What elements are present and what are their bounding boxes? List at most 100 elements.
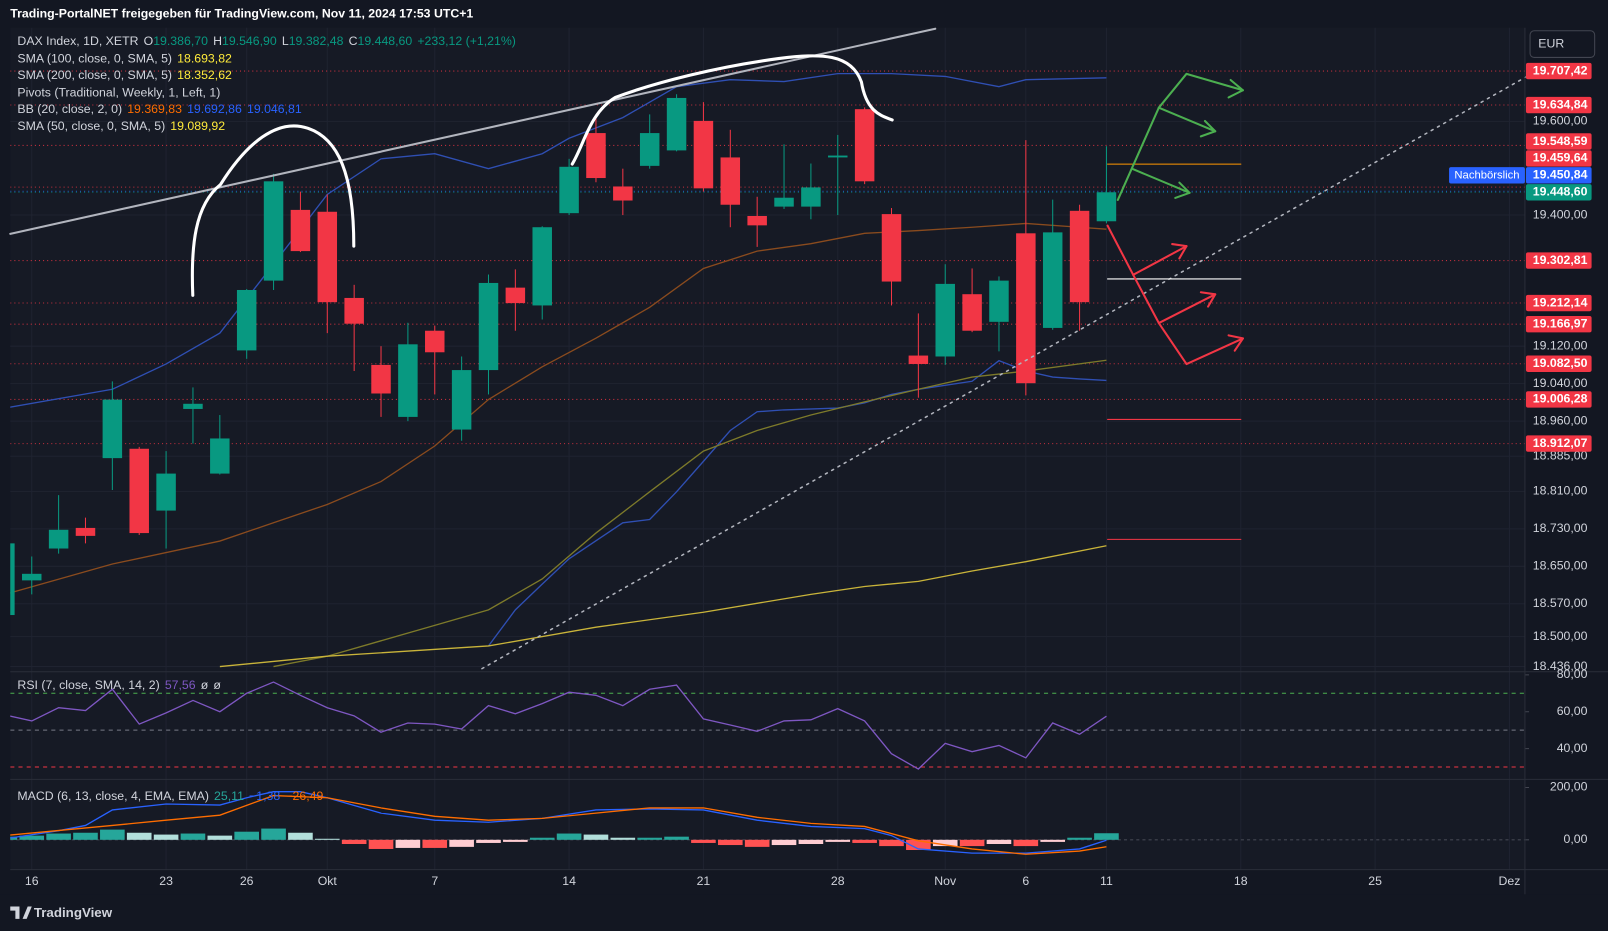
price-label: 19.548,59 <box>1533 134 1588 148</box>
legend-name: SMA (100, close, 0, SMA, 5) <box>17 50 173 66</box>
histogram-bar <box>986 839 1012 844</box>
candle-body <box>129 448 149 534</box>
y-tick-label: 18.960,00 <box>1533 413 1588 427</box>
candle-body <box>935 283 955 357</box>
legend-value: 18.352,62 <box>177 67 232 83</box>
histogram-bar <box>1094 833 1119 840</box>
legend-row: SMA (200, close, 0, SMA, 5) 18.352,62 <box>17 67 521 84</box>
legend-prefix: L <box>281 33 289 49</box>
price-label: 19.450,84 <box>1533 168 1588 182</box>
histogram-bar <box>126 832 152 840</box>
x-tick-label: 26 <box>240 874 254 888</box>
histogram-bar <box>691 839 716 843</box>
histogram-bar <box>583 834 609 840</box>
price-label-box <box>1525 294 1592 312</box>
price-label: 19.707,42 <box>1533 63 1588 77</box>
x-tick-label: Okt <box>318 874 338 888</box>
legend-row: DAX Index, 1D, XETR O19.386,70 H19.546,90 L… <box>17 33 521 50</box>
candle-body <box>10 543 15 616</box>
red-arrows <box>1106 224 1244 366</box>
price-pane <box>10 70 1525 668</box>
y-tick-label: 40,00 <box>1557 741 1588 755</box>
legend-value: −26,49 <box>285 788 324 803</box>
y-tick-label: 18.570,00 <box>1533 596 1588 610</box>
y-tick-label: 200,00 <box>1550 780 1588 794</box>
legend-value: ø <box>213 677 221 693</box>
price-label: 18.912,07 <box>1533 436 1588 450</box>
indicator-line <box>10 222 1107 594</box>
candle-body <box>451 370 472 430</box>
histogram-bar <box>664 836 689 840</box>
legend-row: SMA (100, close, 0, SMA, 5) 18.693,82 <box>17 50 521 67</box>
legend-prefix: C <box>348 33 358 49</box>
footer-bar <box>0 894 1608 931</box>
histogram-bar <box>288 832 313 840</box>
candle-body <box>828 155 848 158</box>
price-label-box <box>1525 133 1592 150</box>
histogram-bar <box>852 839 877 843</box>
logo <box>10 906 32 919</box>
y-tick-label: 0,00 <box>1564 832 1588 846</box>
legend-value: 25,11 <box>214 788 244 803</box>
candle-body <box>290 209 311 252</box>
legend: DAX Index, 1D, XETR O19.386,70 H19.546,90 L… <box>17 33 521 135</box>
y-tick-label: 18.730,00 <box>1533 521 1588 535</box>
price-label-box <box>1525 315 1592 333</box>
candle-body <box>344 297 364 324</box>
histogram-bar <box>879 839 904 847</box>
price-label: 19.082,50 <box>1533 356 1588 370</box>
candle-body <box>747 215 767 226</box>
candle-body <box>505 287 526 304</box>
legend-row: MACD (6, 13, close, 4, EMA, EMA) 25,11 −1,… <box>17 788 328 805</box>
legend-value: 19.546,90 <box>221 33 277 49</box>
histogram-bar <box>368 839 394 849</box>
hand-drawing <box>570 54 894 166</box>
indicator-line <box>219 545 1107 668</box>
histogram-bar <box>395 839 421 848</box>
price-label-box <box>1525 184 1592 201</box>
histogram-bar <box>717 839 743 846</box>
x-tick-label: 23 <box>159 874 173 888</box>
legend-name: RSI (7, close, SMA, 14, 2) <box>17 677 160 693</box>
x-tick-label: Dez <box>1499 874 1521 888</box>
candle-body <box>881 214 902 282</box>
currency[interactable]: EUR <box>1538 36 1564 50</box>
legend-value: 19.382,48 <box>288 33 344 49</box>
histogram-bar <box>556 833 582 840</box>
x-tick-label: 21 <box>697 874 711 888</box>
legend-value: 19.386,70 <box>153 33 208 49</box>
price-label-box <box>1525 96 1592 114</box>
legend-name: Pivots (Traditional, Weekly, 1, Left, 1) <box>17 84 221 99</box>
candle-body <box>317 211 338 303</box>
price-label-box <box>1525 150 1592 167</box>
x-tick-label: 28 <box>831 874 845 888</box>
drawings <box>9 27 1527 670</box>
x-tick-label: 11 <box>1100 874 1113 888</box>
rsi-pane <box>10 681 1525 770</box>
candle-body <box>666 97 687 151</box>
indicator-line <box>273 359 1107 668</box>
legend-prefix: O <box>143 33 154 49</box>
candle-body <box>371 364 391 394</box>
legend-value: −1,38 <box>249 788 281 803</box>
histogram-bar <box>73 832 98 840</box>
candle-body <box>693 120 714 189</box>
candle-body <box>586 133 606 179</box>
candle-body <box>210 438 230 474</box>
histogram-bar <box>19 835 45 840</box>
price-label-box <box>1525 167 1592 184</box>
button-frame[interactable] <box>1529 30 1596 58</box>
histogram-bar <box>1067 837 1092 840</box>
candle-body <box>1069 210 1090 303</box>
candle-body <box>1042 232 1063 328</box>
price-tag: Nachbörslich <box>1454 169 1519 181</box>
price-label-box <box>1525 252 1592 269</box>
currency-button[interactable]: EUR <box>1529 30 1596 58</box>
grid <box>10 27 1530 870</box>
price-label-box <box>1525 391 1592 408</box>
histogram-bar <box>46 833 71 840</box>
candle-body <box>236 289 257 351</box>
histogram-bar <box>314 838 340 840</box>
